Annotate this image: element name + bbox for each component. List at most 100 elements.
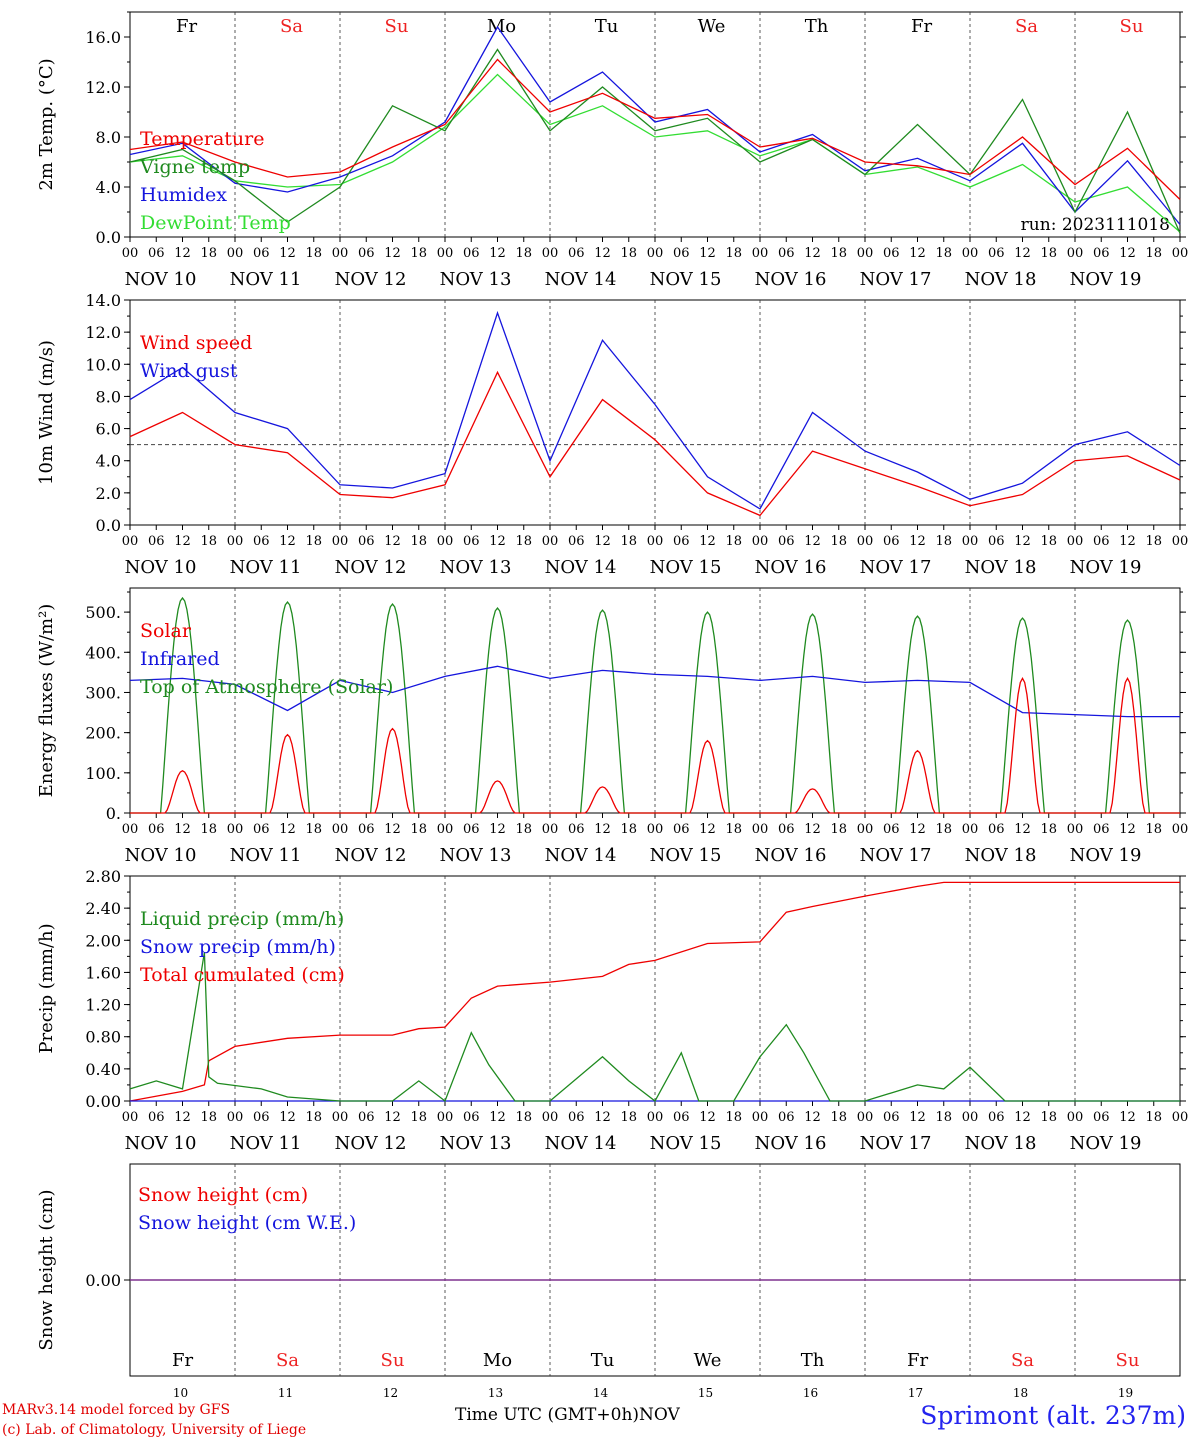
hour-label: 06 (568, 534, 585, 549)
hour-label: 00 (227, 822, 244, 837)
hour-label: 00 (332, 534, 349, 549)
hour-label: 06 (148, 534, 165, 549)
hour-label: 12 (174, 822, 191, 837)
y-tick-label: 0.0 (96, 228, 121, 247)
hour-label: 00 (962, 1110, 979, 1125)
hour-label: 00 (227, 246, 244, 261)
hour-label: 00 (857, 1110, 874, 1125)
hour-label: 06 (463, 1110, 480, 1125)
hour-label: 06 (358, 1110, 375, 1125)
y-tick-label: 16.0 (85, 28, 121, 47)
weekday-label: Th (801, 1350, 825, 1371)
hour-label: 06 (673, 1110, 690, 1125)
precip-panel: 0.00 0.40 0.80 1.20 1.60 2.00 2.40 2.80 Precip (… (36, 867, 1188, 1154)
date-label: NOV 17 (860, 269, 932, 290)
date-label: NOV 14 (545, 845, 617, 866)
weekday-label: Tu (591, 1350, 615, 1371)
date-label: NOV 14 (545, 557, 617, 578)
y-tick-label: 2.00 (85, 931, 121, 950)
hour-label: 18 (305, 822, 322, 837)
hour-label: 00 (647, 246, 664, 261)
series-line (129, 310, 1181, 510)
y-tick-label: 8.0 (96, 128, 121, 147)
legend-entry: Humidex (140, 184, 227, 206)
hour-label: 18 (410, 534, 427, 549)
hour-label: 12 (384, 534, 401, 549)
legend-entry: Total cumulated (cm) (140, 964, 345, 986)
date-label: NOV 14 (545, 269, 617, 290)
hour-label: 12 (909, 822, 926, 837)
hour-label: 12 (804, 1110, 821, 1125)
date-label: NOV 18 (965, 845, 1037, 866)
hour-label: 00 (1067, 534, 1084, 549)
snow-panel: 0.00 Snow height (cm) Fr Sa Su Mo Tu We Th Fr Sa Su… (36, 1163, 1186, 1400)
hour-label: 12 (699, 246, 716, 261)
weekday-label: Su (1120, 16, 1144, 37)
hour-label: 06 (883, 534, 900, 549)
hour-label: 18 (830, 534, 847, 549)
model-line: MARv3.14 model forced by GFS (2, 1402, 231, 1418)
hour-label: 00 (122, 1110, 139, 1125)
hour-label: 18 (1040, 246, 1057, 261)
hour-label: 06 (148, 1110, 165, 1125)
weekday-label: Sa (1015, 16, 1038, 37)
hour-label: 12 (174, 246, 191, 261)
time-axis-caption: Time UTC (GMT+0h)NOV (455, 1405, 680, 1425)
date-label: NOV 15 (650, 845, 722, 866)
hour-label: 18 (305, 1110, 322, 1125)
weekday-label: Fr (172, 1350, 193, 1371)
hour-label: 12 (489, 1110, 506, 1125)
hour-label: 06 (883, 246, 900, 261)
date-label: NOV 10 (125, 845, 197, 866)
weekday-label: Mo (483, 1350, 512, 1371)
hour-label: 00 (227, 534, 244, 549)
series-line (129, 952, 1180, 1103)
hour-label: 00 (1067, 822, 1084, 837)
date-label: NOV 19 (1070, 845, 1142, 866)
y-tick-label: 0.00 (85, 1092, 121, 1111)
hour-label: 18 (935, 1110, 952, 1125)
weekday-label: Sa (276, 1350, 299, 1371)
hour-label: 18 (1040, 1110, 1057, 1125)
legend-entry: Snow height (cm W.E.) (138, 1212, 356, 1234)
series-line (130, 677, 1180, 814)
hour-label: 18 (410, 822, 427, 837)
date-label: NOV 16 (755, 557, 827, 578)
date-label: NOV 17 (860, 557, 932, 578)
date-label: NOV 10 (125, 1133, 197, 1154)
hour-label: 18 (620, 246, 637, 261)
hour-label: 06 (988, 246, 1005, 261)
y-tick-label: 400. (85, 643, 121, 662)
hour-label: 18 (725, 822, 742, 837)
weekday-label: Su (381, 1350, 405, 1371)
hour-label: 18 (305, 246, 322, 261)
hour-label: 12 (804, 822, 821, 837)
hour-label: 06 (778, 534, 795, 549)
hour-label: 00 (752, 822, 769, 837)
hour-label: 12 (1014, 534, 1031, 549)
hour-label: 18 (1145, 534, 1162, 549)
series-line (129, 370, 1181, 517)
weekday-label: Fr (907, 1350, 928, 1371)
date-label: NOV 10 (125, 557, 197, 578)
date-label: NOV 10 (125, 269, 197, 290)
hour-label: 06 (463, 822, 480, 837)
legend-entry: Solar (140, 620, 192, 642)
hour-label: 18 (725, 534, 742, 549)
hour-label: 18 (725, 1110, 742, 1125)
y-axis-label: Energy fluxes (W/m²) (36, 604, 57, 798)
hour-label: 18 (620, 534, 637, 549)
hour-label: 18 (410, 1110, 427, 1125)
y-tick-label: 0. (106, 804, 121, 823)
month-label: NOV (639, 1405, 680, 1425)
y-tick-label: 300. (85, 683, 121, 702)
hour-label: 00 (332, 246, 349, 261)
hour-label: 00 (962, 246, 979, 261)
hour-label: 18 (725, 246, 742, 261)
series-line (129, 73, 1181, 233)
hour-label: 18 (620, 822, 637, 837)
hour-label: 12 (174, 534, 191, 549)
hour-label: 18 (515, 246, 532, 261)
hour-label: 12 (384, 822, 401, 837)
legend-entry: Wind gust (140, 360, 238, 382)
